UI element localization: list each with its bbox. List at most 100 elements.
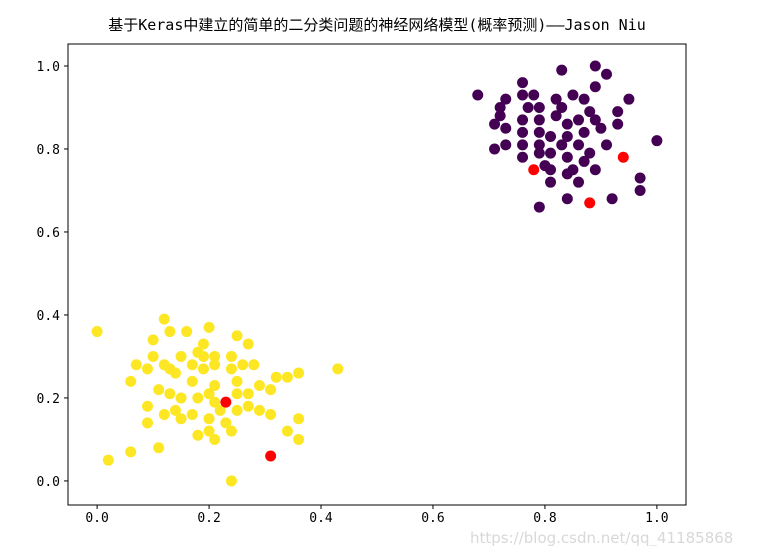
data-point — [517, 139, 529, 151]
data-point — [169, 367, 181, 379]
data-point — [533, 126, 545, 138]
data-point — [169, 404, 181, 416]
data-point — [270, 371, 282, 383]
data-point — [550, 110, 562, 122]
data-point — [186, 359, 198, 371]
data-point — [253, 404, 265, 416]
data-point — [545, 164, 557, 176]
data-point — [147, 334, 159, 346]
data-point — [242, 338, 254, 350]
data-point — [589, 81, 601, 93]
x-tick-label: 0.6 — [421, 511, 444, 526]
data-point — [192, 392, 204, 404]
data-point — [141, 417, 153, 429]
data-point — [209, 433, 221, 445]
data-point — [533, 147, 545, 159]
data-point — [231, 404, 243, 416]
data-point — [181, 326, 193, 338]
data-point — [203, 388, 215, 400]
x-tick-label: 0.8 — [533, 511, 556, 526]
y-tick-label: 0.8 — [37, 143, 60, 158]
data-point — [584, 197, 596, 209]
data-point — [164, 326, 176, 338]
data-point — [186, 375, 198, 387]
data-point — [601, 139, 613, 151]
data-point — [253, 379, 265, 391]
data-point — [225, 425, 237, 437]
x-tick-label: 0.0 — [85, 511, 108, 526]
data-point — [634, 184, 646, 196]
data-point — [265, 384, 277, 396]
data-point — [601, 68, 613, 80]
data-point — [281, 425, 293, 437]
data-point — [533, 101, 545, 113]
data-point — [225, 363, 237, 375]
data-point — [231, 388, 243, 400]
data-point — [203, 425, 215, 437]
x-tick-label: 0.2 — [197, 511, 220, 526]
data-point — [225, 475, 237, 487]
data-point — [141, 400, 153, 412]
data-point — [578, 93, 590, 105]
data-point — [589, 114, 601, 126]
data-point — [589, 60, 601, 72]
data-point — [220, 417, 232, 429]
data-point — [556, 139, 568, 151]
data-point — [231, 330, 243, 342]
data-point — [533, 139, 545, 151]
data-point — [561, 131, 573, 143]
data-point — [545, 131, 557, 143]
data-point — [573, 176, 585, 188]
data-point — [102, 454, 114, 466]
x-tick-label: 0.4 — [309, 511, 333, 526]
data-point — [197, 363, 209, 375]
data-point — [203, 321, 215, 333]
data-point — [561, 168, 573, 180]
data-point — [293, 433, 305, 445]
data-point — [589, 164, 601, 176]
data-point — [203, 413, 215, 425]
data-point — [595, 122, 607, 134]
data-point — [489, 143, 501, 155]
data-point — [567, 89, 579, 101]
data-point — [209, 350, 221, 362]
data-point — [556, 101, 568, 113]
data-point — [584, 106, 596, 118]
data-point — [197, 350, 209, 362]
data-point — [158, 409, 170, 421]
data-point — [545, 176, 557, 188]
data-point — [517, 151, 529, 163]
data-point — [522, 101, 534, 113]
data-point — [175, 392, 187, 404]
data-point — [231, 375, 243, 387]
data-point — [281, 371, 293, 383]
y-tick-label: 0.2 — [37, 392, 60, 407]
data-point — [237, 359, 249, 371]
data-point — [533, 114, 545, 126]
data-point — [186, 409, 198, 421]
data-point — [293, 367, 305, 379]
data-point — [500, 122, 512, 134]
data-point — [578, 126, 590, 138]
data-point — [528, 89, 540, 101]
data-point — [209, 359, 221, 371]
data-point — [500, 93, 512, 105]
data-point — [242, 400, 254, 412]
data-point — [517, 114, 529, 126]
data-point — [517, 77, 529, 89]
data-point — [209, 379, 221, 391]
data-point — [561, 118, 573, 130]
data-point — [494, 110, 506, 122]
data-point — [141, 363, 153, 375]
data-point — [517, 89, 529, 101]
data-point — [561, 193, 573, 205]
data-point — [634, 172, 646, 184]
data-point — [158, 313, 170, 325]
data-point — [214, 404, 226, 416]
data-point — [242, 388, 254, 400]
data-point — [617, 151, 629, 163]
data-point — [556, 64, 568, 76]
y-tick-label: 0.6 — [37, 226, 60, 241]
data-point — [612, 106, 624, 118]
data-point — [197, 338, 209, 350]
